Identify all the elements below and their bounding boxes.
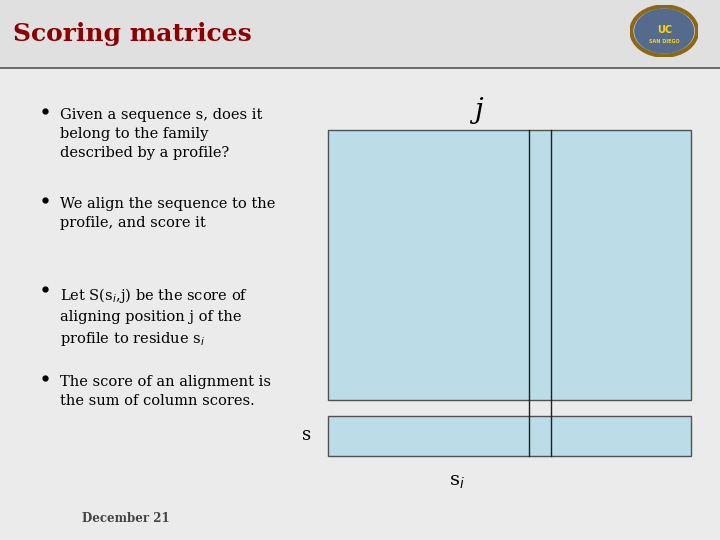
Text: j: j [474, 97, 483, 124]
Text: The score of an alignment is
the sum of column scores.: The score of an alignment is the sum of … [60, 375, 271, 408]
Text: Given a sequence s, does it
belong to the family
described by a profile?: Given a sequence s, does it belong to th… [60, 108, 262, 160]
Text: UC: UC [657, 25, 672, 35]
Bar [328, 416, 691, 456]
Text: Let S(s$_i$,j) be the score of
aligning position j of the
profile to residue s$_: Let S(s$_i$,j) be the score of aligning … [60, 286, 248, 348]
Text: December 21: December 21 [82, 512, 170, 525]
Bar [0, 0, 720, 68]
Bar [328, 130, 691, 400]
Circle shape [634, 9, 694, 53]
Text: We align the sequence to the
profile, and score it: We align the sequence to the profile, an… [60, 197, 275, 230]
Text: s: s [302, 426, 311, 444]
Text: s$_i$: s$_i$ [449, 472, 465, 491]
Text: Scoring matrices: Scoring matrices [13, 22, 252, 46]
Text: SAN DIEGO: SAN DIEGO [649, 39, 680, 44]
